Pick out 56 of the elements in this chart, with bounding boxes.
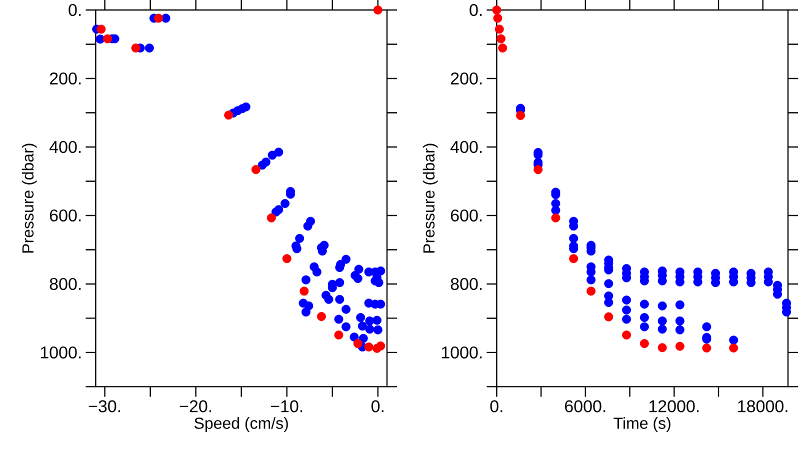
point: [622, 330, 632, 340]
y-tick-label: 800.: [50, 278, 81, 290]
point: [316, 312, 326, 321]
point: [300, 286, 309, 296]
y-tick-label: 400.: [450, 140, 482, 154]
x-tick-label: −30.: [88, 400, 120, 412]
y-tick-label: 400.: [49, 140, 81, 154]
point: [702, 344, 712, 353]
point: [282, 254, 292, 264]
y-tick-label: 1000.: [40, 346, 81, 358]
x-tick-label: 0.: [371, 400, 384, 412]
point: [353, 339, 362, 348]
point: [496, 34, 506, 44]
point: [103, 34, 112, 44]
point: [729, 344, 738, 353]
point: [658, 343, 667, 352]
point: [96, 24, 106, 34]
point: [493, 14, 502, 23]
y-tick-label: 600.: [450, 209, 482, 222]
point: [266, 213, 276, 222]
point: [492, 6, 502, 14]
x-tick-label: −20.: [180, 400, 212, 412]
y-tick-label: 0.: [470, 4, 482, 16]
y-tick-label: 0.: [68, 4, 81, 16]
point: [251, 165, 260, 174]
point: [364, 342, 374, 352]
y-tick-label: 200.: [450, 72, 482, 85]
y-axis-title: Pressure (dbar): [422, 144, 438, 253]
point: [498, 44, 508, 53]
x-axis-title: Time (s): [614, 417, 670, 432]
point: [604, 312, 614, 322]
point: [494, 24, 504, 34]
y-tick-label: 800.: [450, 278, 482, 290]
y-tick-label: 600.: [50, 209, 81, 222]
point: [516, 110, 526, 120]
x-tick-label: 6000.: [565, 400, 606, 412]
x-tick-label: 0.: [490, 400, 502, 412]
y-tick-label: 200.: [50, 72, 81, 85]
x-tick-label: 12000.: [649, 400, 699, 412]
y-tick-label: 1000.: [442, 346, 482, 358]
x-tick-label: −10.: [270, 400, 302, 412]
point: [334, 330, 344, 340]
x-tick-label: 18000.: [738, 400, 788, 412]
point: [534, 165, 543, 174]
point: [569, 254, 578, 264]
point: [373, 6, 382, 14]
x-axis-title: Speed (cm/s): [194, 417, 288, 432]
point: [376, 341, 386, 350]
point: [675, 342, 684, 351]
point: [640, 339, 649, 348]
point: [586, 286, 596, 296]
point: [154, 14, 164, 23]
point: [551, 213, 560, 222]
y-axis-title: Pressure (dbar): [22, 144, 37, 253]
point: [224, 110, 234, 120]
point: [131, 44, 140, 53]
